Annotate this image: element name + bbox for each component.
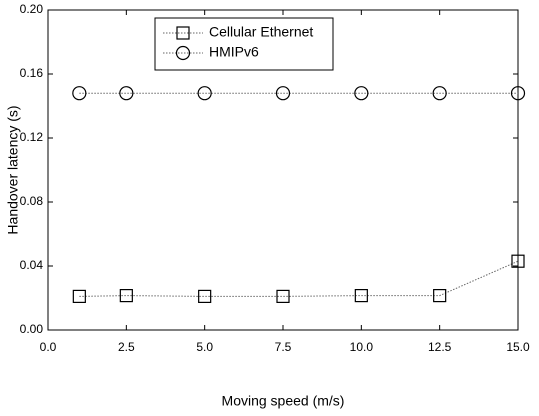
y-tick-label: 0.16 bbox=[20, 66, 44, 80]
legend-label: HMIPv6 bbox=[209, 44, 259, 60]
x-tick-label: 10.0 bbox=[350, 340, 374, 354]
x-tick-label: 2.5 bbox=[118, 340, 135, 354]
y-tick-label: 0.08 bbox=[20, 194, 44, 208]
legend-label: Cellular Ethernet bbox=[209, 24, 313, 40]
y-tick-label: 0.04 bbox=[20, 258, 44, 272]
marker bbox=[276, 289, 290, 303]
y-tick-label: 0.12 bbox=[20, 130, 44, 144]
marker bbox=[197, 86, 212, 101]
marker bbox=[119, 86, 134, 101]
x-axis-title: Moving speed (m/s) bbox=[222, 393, 345, 409]
marker bbox=[275, 86, 291, 101]
legend-marker bbox=[175, 45, 191, 61]
x-tick-label: 7.5 bbox=[275, 340, 292, 354]
x-tick-label: 12.5 bbox=[428, 340, 452, 354]
marker bbox=[119, 289, 133, 303]
marker bbox=[72, 86, 87, 101]
marker bbox=[354, 289, 368, 303]
y-tick-label: 0.00 bbox=[20, 322, 44, 336]
marker bbox=[72, 289, 86, 303]
marker bbox=[432, 86, 447, 101]
series-line bbox=[79, 260, 519, 297]
x-tick-label: 0.0 bbox=[40, 340, 57, 354]
y-axis-title: Handover latency (s) bbox=[5, 105, 21, 234]
marker bbox=[511, 254, 525, 268]
legend-marker bbox=[176, 26, 190, 40]
marker bbox=[198, 289, 212, 303]
x-tick-label: 15.0 bbox=[506, 340, 530, 354]
x-tick-label: 5.0 bbox=[196, 340, 213, 354]
marker bbox=[433, 289, 447, 303]
marker bbox=[510, 86, 526, 101]
y-tick-label: 0.20 bbox=[20, 2, 44, 16]
marker bbox=[354, 86, 369, 101]
